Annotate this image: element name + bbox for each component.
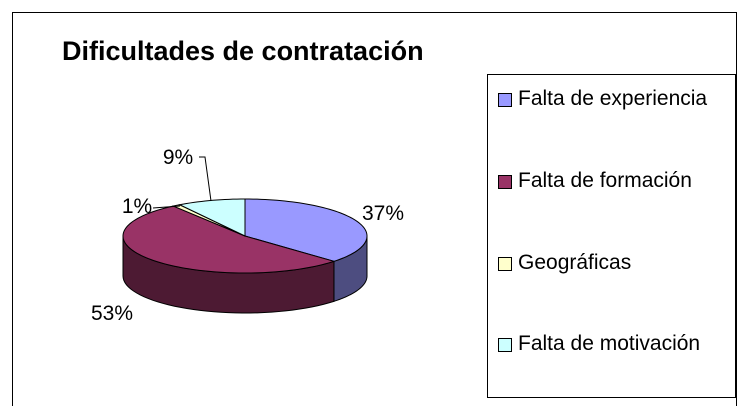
leader-line: [152, 205, 181, 209]
legend-item: Falta de motivación: [498, 328, 738, 360]
legend-label: Falta de experiencia: [518, 87, 708, 110]
legend-swatch: [498, 93, 512, 107]
chart-title: Dificultades de contratación: [62, 36, 424, 66]
data-label: 1%: [122, 195, 152, 218]
legend-label: Geográficas: [518, 251, 632, 274]
legend-swatch: [498, 257, 512, 271]
data-label: 37%: [362, 202, 404, 225]
leader-line: [199, 156, 212, 202]
data-label: 9%: [163, 146, 193, 169]
data-label: 53%: [91, 302, 133, 325]
legend-label: Falta de motivación: [518, 332, 701, 355]
legend-item: Falta de formación: [498, 165, 738, 197]
legend: Falta de experiencia Falta de formación Ge…: [487, 74, 736, 398]
legend-label: Falta de formación: [518, 169, 692, 192]
chart-border: [12, 12, 737, 406]
legend-item: Geográficas: [498, 247, 738, 279]
legend-item: Falta de experiencia: [498, 83, 738, 115]
pie-slice: [244, 198, 368, 262]
pie-slice: [122, 205, 336, 274]
legend-swatch: [498, 338, 512, 352]
legend-swatch: [498, 175, 512, 189]
